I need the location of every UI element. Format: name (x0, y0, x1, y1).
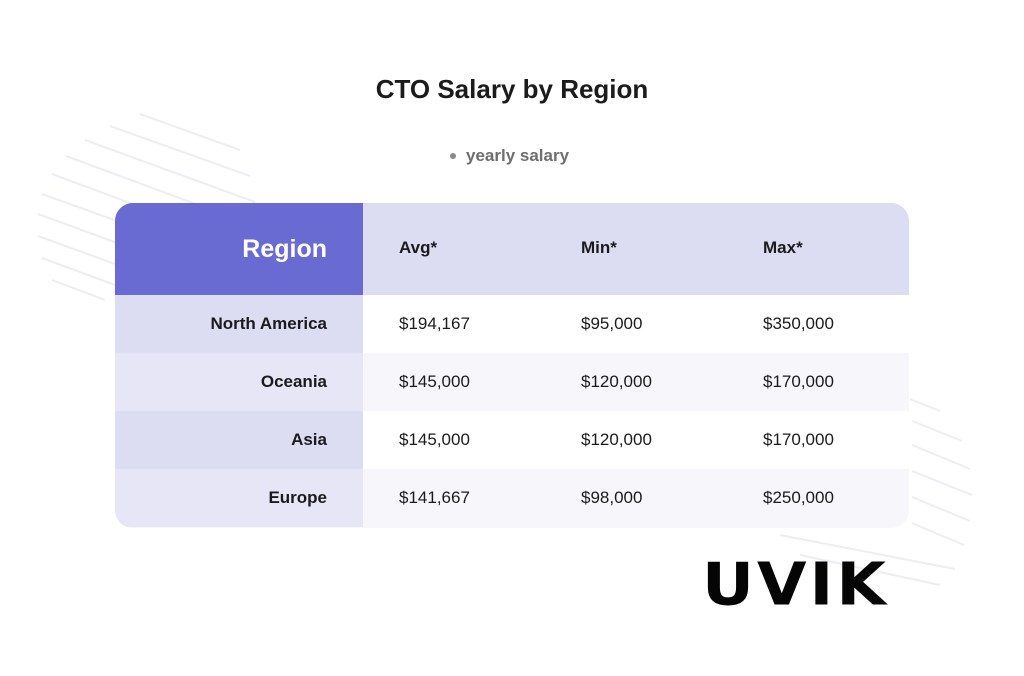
legend-bullet-icon (450, 153, 456, 159)
salary-table: Region Avg* Min* Max* North America $194… (115, 203, 909, 528)
min-cell: $120,000 (581, 372, 652, 391)
header-min: Min* (581, 238, 617, 257)
uvik-logo: UVIK (702, 550, 889, 620)
table-row: Oceania $145,000 $120,000 $170,000 (115, 353, 909, 411)
table-row: Europe $141,667 $98,000 $250,000 (115, 469, 909, 527)
region-cell: Oceania (115, 353, 363, 411)
header-avg: Avg* (399, 238, 438, 257)
region-cell: Asia (115, 411, 363, 469)
table-row: Asia $145,000 $120,000 $170,000 (115, 411, 909, 469)
legend: yearly salary (450, 146, 569, 166)
header-max: Max* (763, 238, 803, 257)
table-row: North America $194,167 $95,000 $350,000 (115, 295, 909, 353)
page-title: CTO Salary by Region (375, 74, 649, 104)
header-region: Region (115, 203, 363, 295)
min-cell: $95,000 (581, 314, 643, 333)
avg-cell: $194,167 (399, 314, 470, 333)
min-cell: $98,000 (581, 488, 643, 507)
region-cell: Europe (115, 469, 363, 527)
max-cell: $350,000 (763, 314, 834, 333)
table-header-row: Region Avg* Min* Max* (115, 203, 909, 295)
max-cell: $250,000 (763, 488, 834, 507)
legend-label: yearly salary (466, 146, 570, 165)
region-cell: North America (115, 295, 363, 353)
min-cell: $120,000 (581, 430, 652, 449)
avg-cell: $141,667 (399, 488, 470, 507)
max-cell: $170,000 (763, 372, 834, 391)
avg-cell: $145,000 (399, 430, 470, 449)
avg-cell: $145,000 (399, 372, 470, 391)
max-cell: $170,000 (763, 430, 834, 449)
